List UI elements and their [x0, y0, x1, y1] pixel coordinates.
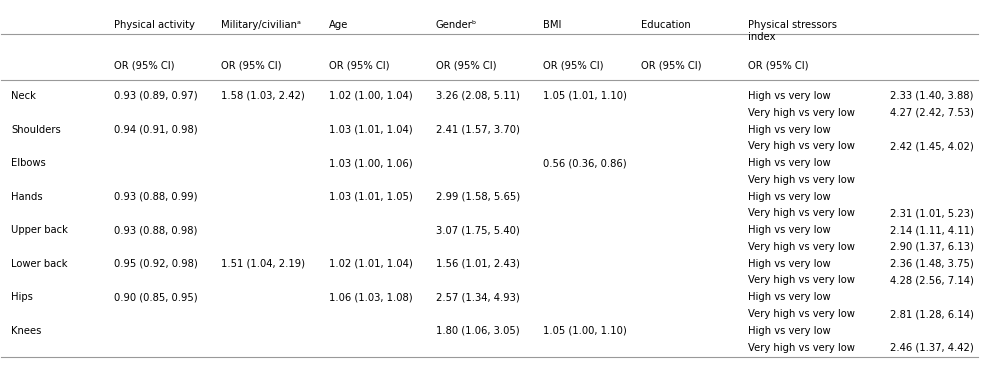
Text: 1.56 (1.01, 2.43): 1.56 (1.01, 2.43) [436, 259, 520, 269]
Text: 1.03 (1.00, 1.06): 1.03 (1.00, 1.06) [329, 158, 413, 168]
Text: Knees: Knees [11, 326, 42, 336]
Text: OR (95% CI): OR (95% CI) [641, 60, 702, 71]
Text: High vs very low: High vs very low [748, 192, 831, 202]
Text: 0.90 (0.85, 0.95): 0.90 (0.85, 0.95) [113, 292, 198, 302]
Text: 3.07 (1.75, 5.40): 3.07 (1.75, 5.40) [436, 225, 520, 235]
Text: 1.05 (1.00, 1.10): 1.05 (1.00, 1.10) [544, 326, 627, 336]
Text: Elbows: Elbows [11, 158, 46, 168]
Text: 2.14 (1.11, 4.11): 2.14 (1.11, 4.11) [890, 225, 974, 235]
Text: 2.36 (1.48, 3.75): 2.36 (1.48, 3.75) [890, 259, 974, 269]
Text: Very high vs very low: Very high vs very low [748, 275, 855, 285]
Text: High vs very low: High vs very low [748, 292, 831, 302]
Text: Very high vs very low: Very high vs very low [748, 141, 855, 151]
Text: OR (95% CI): OR (95% CI) [544, 60, 604, 71]
Text: 1.03 (1.01, 1.05): 1.03 (1.01, 1.05) [329, 192, 413, 202]
Text: 2.42 (1.45, 4.02): 2.42 (1.45, 4.02) [890, 141, 974, 151]
Text: Physical activity: Physical activity [113, 20, 195, 30]
Text: Upper back: Upper back [11, 225, 68, 235]
Text: High vs very low: High vs very low [748, 259, 831, 269]
Text: 1.58 (1.03, 2.42): 1.58 (1.03, 2.42) [221, 91, 305, 101]
Text: 4.28 (2.56, 7.14): 4.28 (2.56, 7.14) [890, 275, 974, 285]
Text: 1.02 (1.01, 1.04): 1.02 (1.01, 1.04) [329, 259, 413, 269]
Text: 2.99 (1.58, 5.65): 2.99 (1.58, 5.65) [436, 192, 520, 202]
Text: High vs very low: High vs very low [748, 158, 831, 168]
Text: High vs very low: High vs very low [748, 124, 831, 134]
Text: Very high vs very low: Very high vs very low [748, 209, 855, 218]
Text: 1.51 (1.04, 2.19): 1.51 (1.04, 2.19) [221, 259, 305, 269]
Text: OR (95% CI): OR (95% CI) [221, 60, 281, 71]
Text: OR (95% CI): OR (95% CI) [748, 60, 809, 71]
Text: OR (95% CI): OR (95% CI) [436, 60, 496, 71]
Text: 2.90 (1.37, 6.13): 2.90 (1.37, 6.13) [890, 242, 974, 252]
Text: 2.46 (1.37, 4.42): 2.46 (1.37, 4.42) [890, 343, 974, 353]
Text: Very high vs very low: Very high vs very low [748, 343, 855, 353]
Text: High vs very low: High vs very low [748, 91, 831, 101]
Text: Very high vs very low: Very high vs very low [748, 108, 855, 118]
Text: BMI: BMI [544, 20, 562, 30]
Text: 1.03 (1.01, 1.04): 1.03 (1.01, 1.04) [329, 124, 413, 134]
Text: 2.31 (1.01, 5.23): 2.31 (1.01, 5.23) [890, 209, 974, 218]
Text: Hands: Hands [11, 192, 43, 202]
Text: Physical stressors
index: Physical stressors index [748, 20, 838, 42]
Text: 1.02 (1.00, 1.04): 1.02 (1.00, 1.04) [329, 91, 413, 101]
Text: 1.80 (1.06, 3.05): 1.80 (1.06, 3.05) [436, 326, 520, 336]
Text: High vs very low: High vs very low [748, 225, 831, 235]
Text: Education: Education [641, 20, 691, 30]
Text: Genderᵇ: Genderᵇ [436, 20, 477, 30]
Text: 3.26 (2.08, 5.11): 3.26 (2.08, 5.11) [436, 91, 520, 101]
Text: 0.95 (0.92, 0.98): 0.95 (0.92, 0.98) [113, 259, 198, 269]
Text: Very high vs very low: Very high vs very low [748, 242, 855, 252]
Text: 0.93 (0.88, 0.98): 0.93 (0.88, 0.98) [113, 225, 197, 235]
Text: 0.56 (0.36, 0.86): 0.56 (0.36, 0.86) [544, 158, 627, 168]
Text: 0.94 (0.91, 0.98): 0.94 (0.91, 0.98) [113, 124, 198, 134]
Text: Lower back: Lower back [11, 259, 68, 269]
Text: 2.41 (1.57, 3.70): 2.41 (1.57, 3.70) [436, 124, 520, 134]
Text: High vs very low: High vs very low [748, 326, 831, 336]
Text: 0.93 (0.89, 0.97): 0.93 (0.89, 0.97) [113, 91, 198, 101]
Text: Very high vs very low: Very high vs very low [748, 309, 855, 319]
Text: Military/civilianᵃ: Military/civilianᵃ [221, 20, 301, 30]
Text: 1.05 (1.01, 1.10): 1.05 (1.01, 1.10) [544, 91, 627, 101]
Text: Very high vs very low: Very high vs very low [748, 175, 855, 185]
Text: Age: Age [329, 20, 348, 30]
Text: OR (95% CI): OR (95% CI) [113, 60, 174, 71]
Text: Shoulders: Shoulders [11, 124, 61, 134]
Text: OR (95% CI): OR (95% CI) [329, 60, 389, 71]
Text: Hips: Hips [11, 292, 33, 302]
Text: 1.06 (1.03, 1.08): 1.06 (1.03, 1.08) [329, 292, 413, 302]
Text: 2.81 (1.28, 6.14): 2.81 (1.28, 6.14) [890, 309, 974, 319]
Text: 2.57 (1.34, 4.93): 2.57 (1.34, 4.93) [436, 292, 520, 302]
Text: 0.93 (0.88, 0.99): 0.93 (0.88, 0.99) [113, 192, 197, 202]
Text: 2.33 (1.40, 3.88): 2.33 (1.40, 3.88) [890, 91, 973, 101]
Text: 4.27 (2.42, 7.53): 4.27 (2.42, 7.53) [890, 108, 974, 118]
Text: Neck: Neck [11, 91, 36, 101]
